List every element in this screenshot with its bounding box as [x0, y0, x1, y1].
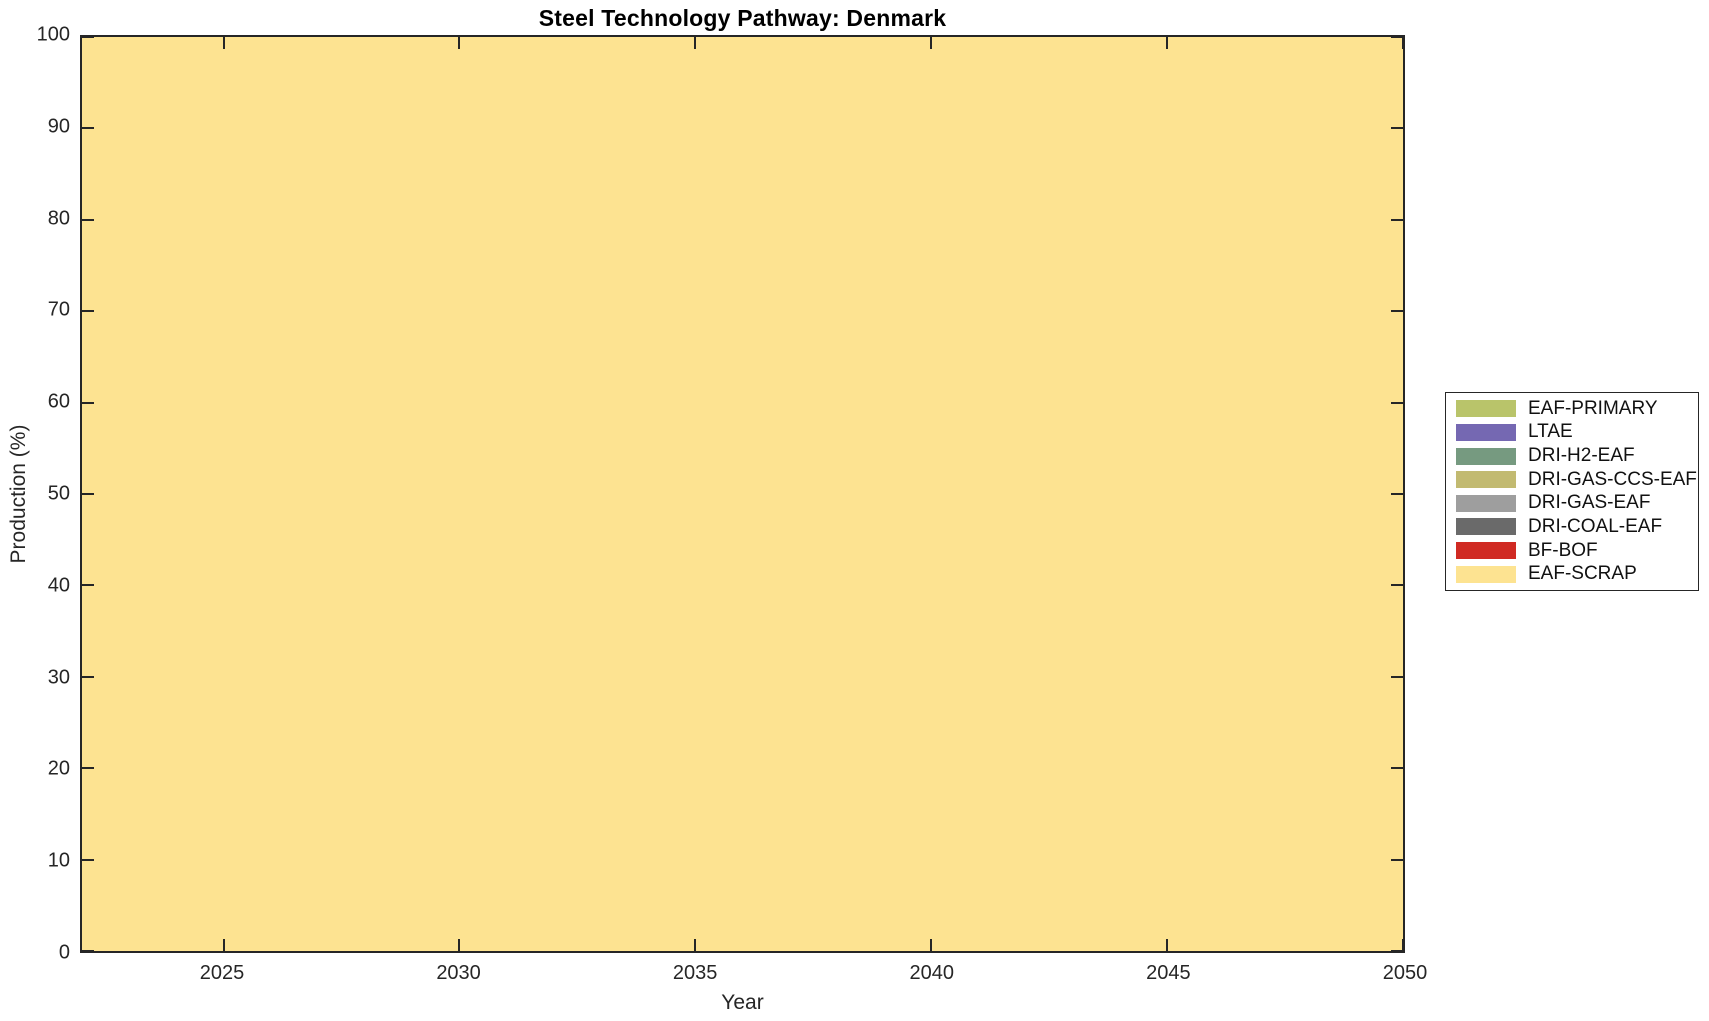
- legend-label: EAF-PRIMARY: [1528, 397, 1658, 419]
- x-tick-mark-top: [458, 37, 461, 49]
- y-tick-label: 80: [47, 207, 70, 230]
- x-tick-mark-bottom: [1402, 939, 1404, 951]
- x-tick-mark-top: [1166, 37, 1169, 49]
- y-tick-mark-left: [82, 950, 94, 952]
- legend-label: EAF-SCRAP: [1528, 563, 1637, 585]
- y-tick-mark-right: [1391, 310, 1403, 313]
- x-tick-mark-bottom: [1166, 939, 1169, 951]
- x-tick-label: 2035: [672, 962, 718, 984]
- y-tick-mark-right: [1391, 36, 1403, 38]
- plot-area: [80, 35, 1405, 953]
- y-tick-label: 70: [47, 298, 70, 321]
- y-tick-mark-left: [82, 310, 94, 313]
- x-tick-label: 2040: [909, 962, 955, 984]
- legend-label: LTAE: [1528, 421, 1573, 443]
- legend-swatch: [1456, 447, 1516, 465]
- y-tick-mark-right: [1391, 675, 1403, 678]
- x-tick-mark-bottom: [222, 939, 225, 951]
- x-axis-title: Year: [721, 991, 764, 1014]
- y-tick-label: 50: [47, 482, 70, 505]
- legend-swatch: [1456, 565, 1516, 583]
- y-tick-mark-left: [82, 858, 94, 861]
- legend-swatch: [1456, 423, 1516, 441]
- y-tick-label: 40: [47, 574, 70, 597]
- y-tick-mark-left: [82, 218, 94, 221]
- y-tick-mark-left: [82, 675, 94, 678]
- x-tick-label: 2030: [436, 962, 481, 984]
- x-tick-mark-top: [1402, 37, 1404, 49]
- y-tick-mark-right: [1391, 584, 1403, 587]
- legend-swatch: [1456, 494, 1516, 512]
- y-tick-mark-right: [1391, 401, 1403, 404]
- y-tick-mark-left: [82, 767, 94, 770]
- legend-swatch: [1456, 518, 1516, 536]
- x-tick-mark-bottom: [694, 939, 697, 951]
- y-tick-mark-right: [1391, 493, 1403, 495]
- legend-row: DRI-GAS-CCS-EAF: [1446, 469, 1698, 491]
- y-tick-mark-right: [1391, 858, 1403, 861]
- y-tick-label: 0: [58, 941, 70, 964]
- legend-row: EAF-SCRAP: [1446, 563, 1698, 585]
- x-tick-label: 2025: [199, 962, 245, 984]
- x-tick-mark-top: [930, 37, 933, 49]
- y-tick-mark-left: [82, 584, 94, 587]
- legend-swatch: [1456, 400, 1516, 418]
- y-axis-tick-labels: 0 10 20 30 40 50 60 70 80 90 100: [0, 24, 70, 964]
- x-axis-tick-labels: 2025 2030 2035 2040 2045 2050: [80, 962, 1428, 988]
- y-tick-mark-right: [1391, 218, 1403, 221]
- x-tick-label: 2050: [1382, 962, 1428, 984]
- y-tick-label: 60: [47, 390, 70, 413]
- y-tick-label: 10: [47, 849, 70, 872]
- y-axis-title: Production (%): [7, 424, 30, 564]
- x-tick-mark-bottom: [930, 939, 933, 951]
- y-tick-label: 20: [47, 757, 70, 780]
- x-tick-label: 2045: [1146, 962, 1191, 984]
- y-tick-mark-left: [82, 127, 94, 130]
- x-tick-mark-top: [694, 37, 697, 49]
- legend-row: DRI-GAS-EAF: [1446, 492, 1698, 514]
- legend-swatch: [1456, 542, 1516, 560]
- legend-row: BF-BOF: [1446, 540, 1698, 562]
- y-tick-label: 30: [47, 666, 70, 689]
- legend-row: DRI-H2-EAF: [1446, 445, 1698, 467]
- x-tick-mark-top: [222, 37, 225, 49]
- legend-row: LTAE: [1446, 421, 1698, 443]
- legend-swatch: [1456, 471, 1516, 489]
- legend-label: BF-BOF: [1528, 539, 1598, 561]
- y-tick-mark-right: [1391, 767, 1403, 770]
- legend-row: DRI-COAL-EAF: [1446, 516, 1698, 538]
- y-tick-mark-left: [82, 36, 94, 38]
- legend-row: EAF-PRIMARY: [1446, 398, 1698, 420]
- y-tick-mark-right: [1391, 127, 1403, 130]
- legend-label: DRI-COAL-EAF: [1528, 515, 1663, 537]
- legend-label: DRI-GAS-CCS-EAF: [1528, 468, 1697, 490]
- chart-title: Steel Technology Pathway: Denmark: [538, 5, 947, 31]
- y-tick-mark-left: [82, 493, 94, 495]
- y-tick-mark-left: [82, 401, 94, 404]
- y-tick-mark-right: [1391, 950, 1403, 952]
- legend: EAF-PRIMARY LTAE DRI-H2-EAF DRI-GAS-CCS-EAF…: [1445, 392, 1699, 591]
- y-tick-label: 90: [47, 115, 70, 138]
- y-tick-label: 100: [36, 23, 70, 46]
- legend-label: DRI-GAS-EAF: [1528, 492, 1651, 514]
- legend-label: DRI-H2-EAF: [1528, 445, 1635, 467]
- x-tick-mark-bottom: [458, 939, 461, 951]
